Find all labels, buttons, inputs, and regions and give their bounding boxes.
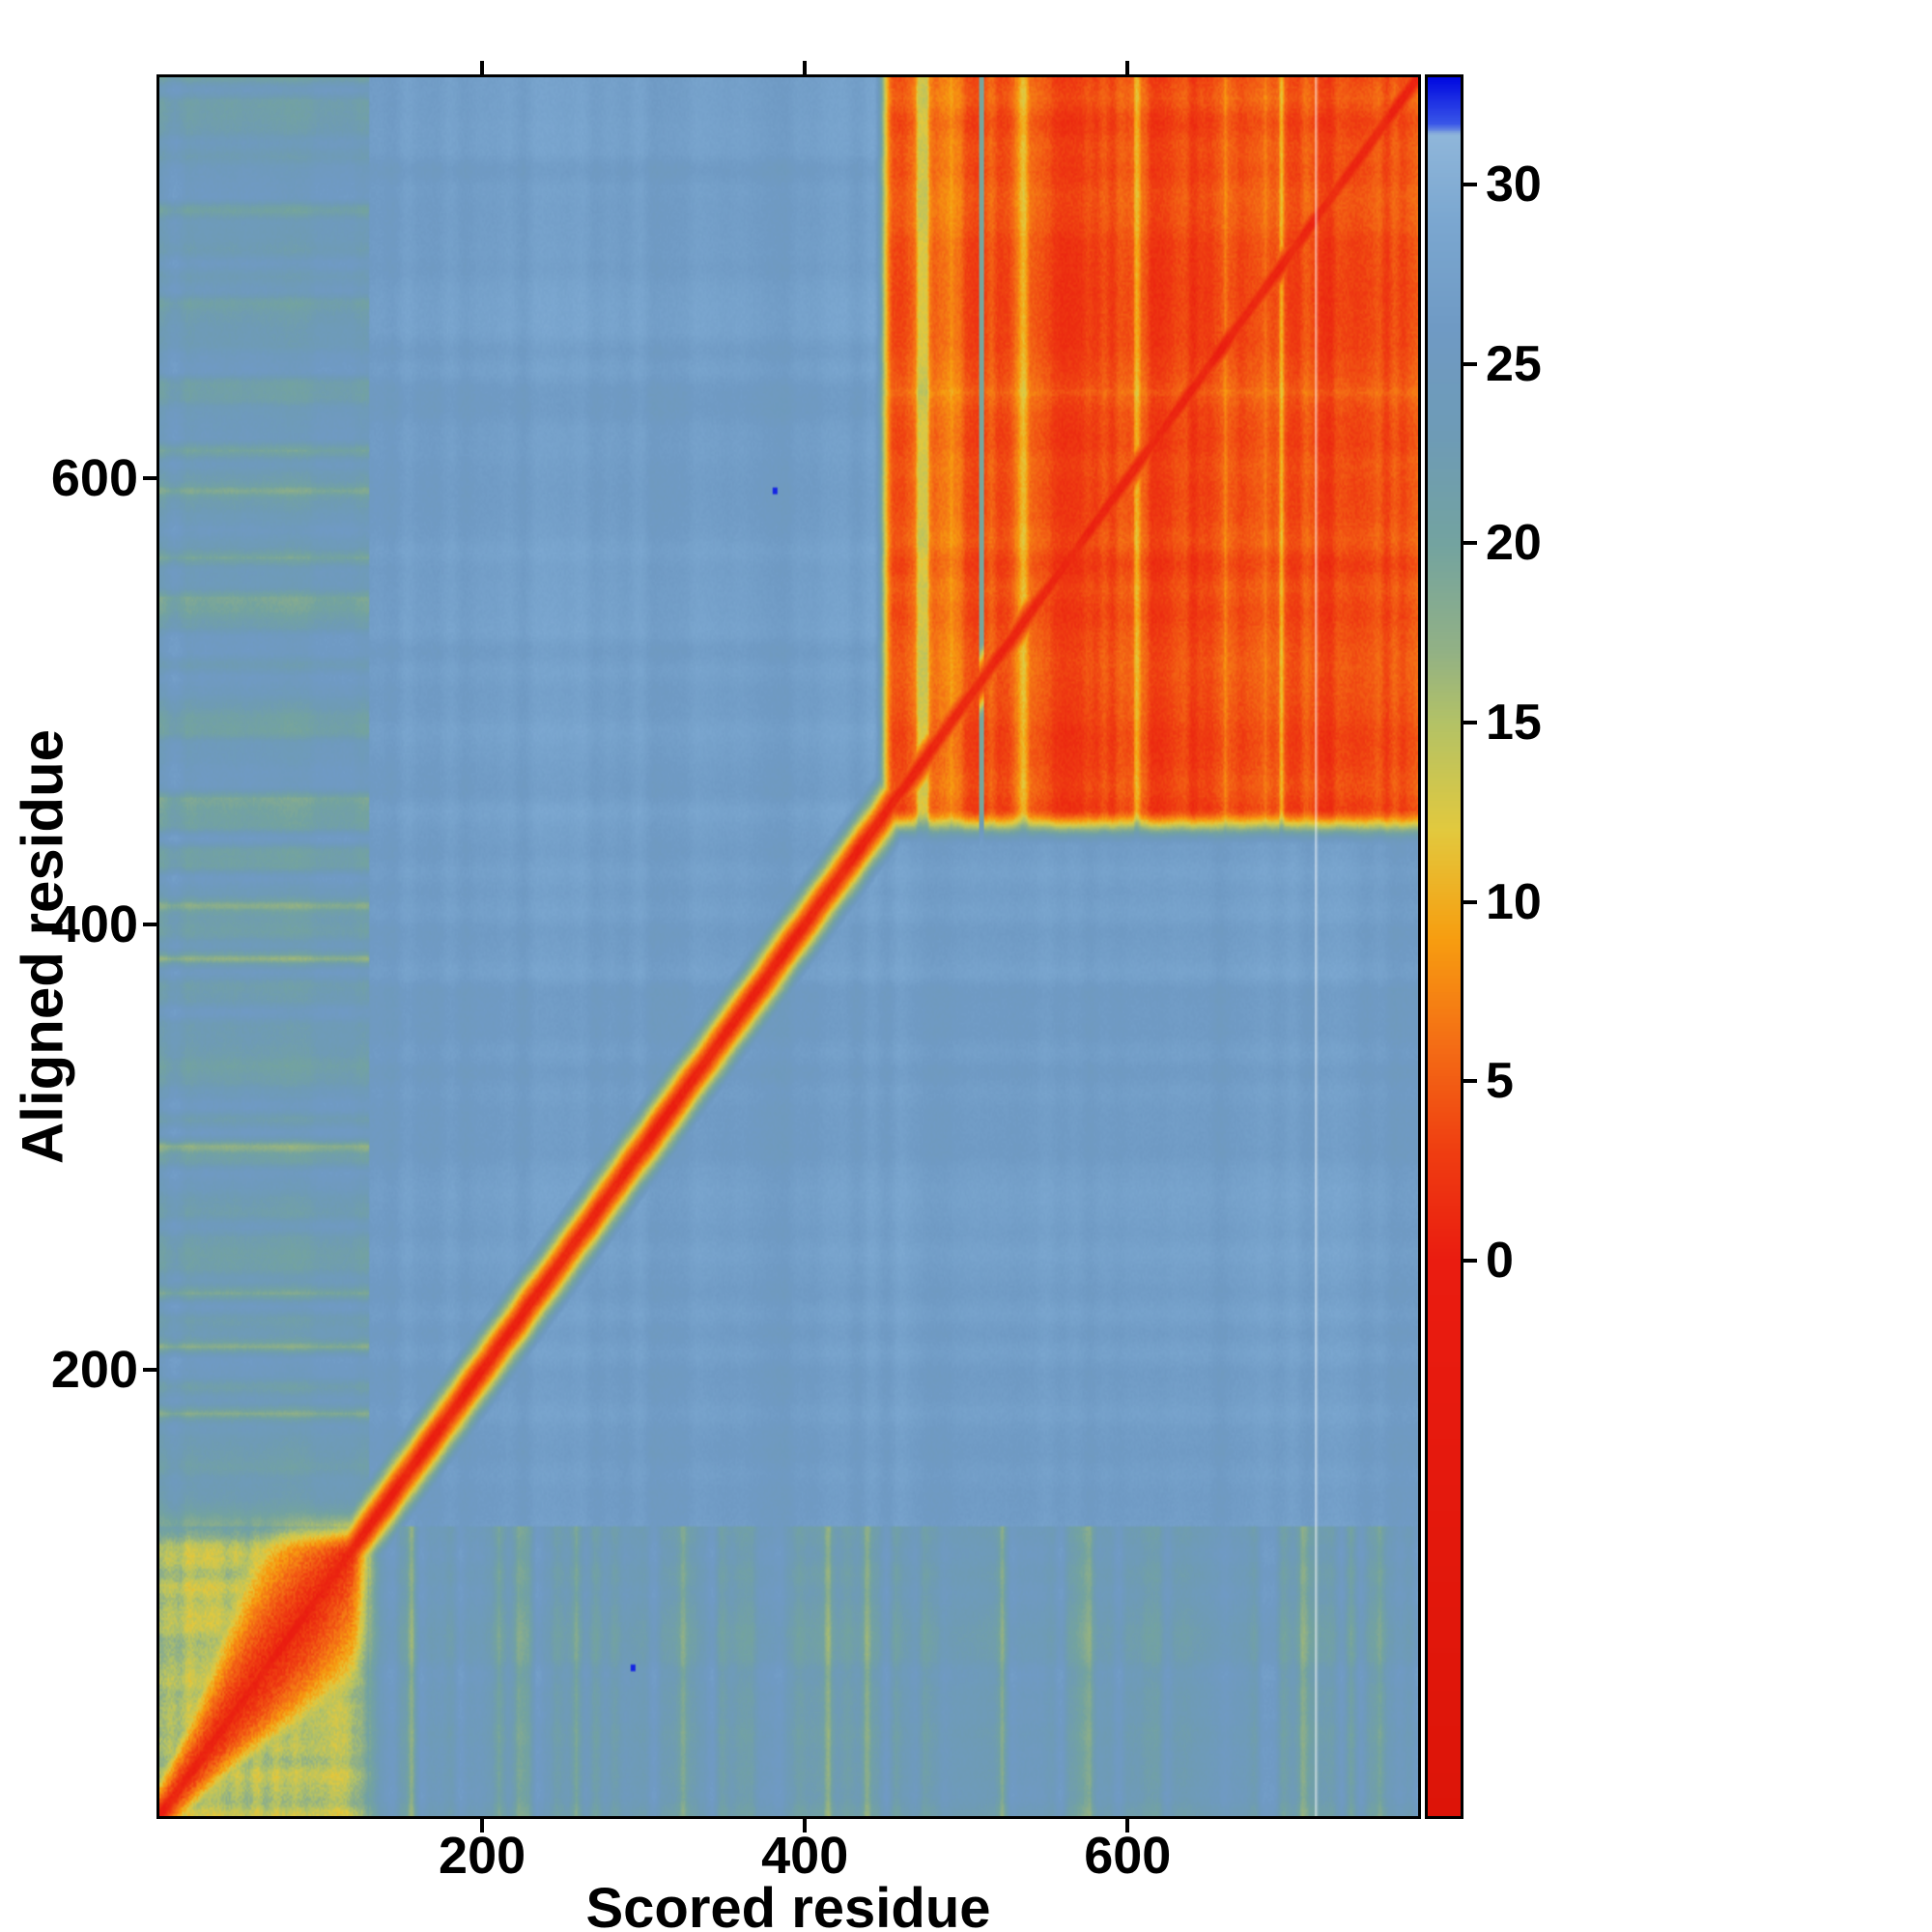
y-axis-tick — [143, 476, 156, 481]
colorbar-tick — [1463, 1258, 1477, 1263]
colorbar-tick-label: 10 — [1486, 873, 1542, 930]
colorbar-tick-label: 20 — [1486, 515, 1542, 572]
colorbar-tick — [1463, 899, 1477, 904]
x-tick-label: 600 — [1084, 1827, 1172, 1885]
x-tick-label: 400 — [761, 1827, 849, 1885]
y-axis-tick — [143, 1368, 156, 1373]
y-tick-label: 200 — [50, 1341, 138, 1400]
colorbar-tick-label: 25 — [1486, 335, 1542, 392]
colorbar-tick — [1463, 1079, 1477, 1084]
y-axis-tick — [143, 922, 156, 926]
y-tick-label: 600 — [50, 449, 138, 508]
colorbar-tick — [1463, 183, 1477, 187]
colorbar-tick-label: 15 — [1486, 695, 1542, 752]
x-axis-label: Scored residue — [585, 1877, 991, 1932]
colorbar-canvas — [1428, 77, 1461, 1816]
colorbar-tick-label: 5 — [1486, 1053, 1514, 1110]
colorbar-tick — [1463, 721, 1477, 725]
colorbar-tick — [1463, 361, 1477, 366]
y-tick-label: 400 — [50, 895, 138, 953]
pae-heatmap-canvas — [159, 77, 1418, 1816]
colorbar-tick-label: 0 — [1486, 1232, 1514, 1289]
x-axis-top-tick — [1125, 61, 1130, 74]
x-axis-tick — [480, 1819, 485, 1833]
x-axis-tick — [1125, 1819, 1130, 1833]
x-tick-label: 200 — [439, 1827, 526, 1885]
x-axis-tick — [803, 1819, 808, 1833]
colorbar-tick — [1463, 541, 1477, 546]
x-axis-top-tick — [803, 61, 808, 74]
x-axis-top-tick — [480, 61, 485, 74]
colorbar-tick-label: 30 — [1486, 156, 1542, 213]
